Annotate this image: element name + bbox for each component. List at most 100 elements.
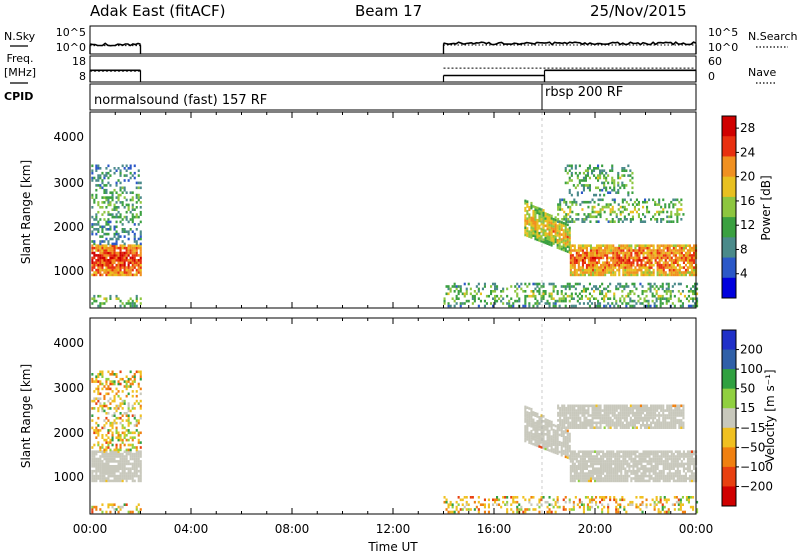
echo-cell: [666, 424, 669, 427]
echo-cell: [617, 414, 620, 417]
echo-cell: [536, 444, 539, 448]
echo-cell: [693, 457, 696, 461]
echo-cell: [577, 472, 580, 475]
echo-cell: [564, 448, 567, 451]
echo-cell: [573, 462, 576, 466]
echo-cell: [630, 244, 633, 247]
echo-cell: [117, 261, 120, 264]
echo-cell: [101, 375, 104, 378]
echo-cell: [644, 406, 647, 410]
echo-cell: [579, 246, 582, 250]
echo-cell: [620, 261, 623, 264]
echo-cell: [629, 174, 632, 177]
echo-cell: [565, 416, 568, 420]
echo-cell: [109, 201, 112, 204]
echo-cell: [591, 215, 594, 219]
echo-cell: [589, 477, 592, 480]
echo-cell: [139, 254, 142, 257]
echo-cell: [115, 448, 118, 452]
echo-cell: [119, 452, 122, 456]
echo-cell: [447, 302, 450, 305]
echo-cell: [131, 382, 134, 386]
echo-cell: [690, 472, 693, 475]
echo-cell: [648, 406, 651, 410]
echo-cell: [471, 294, 474, 298]
echo-cell: [119, 477, 122, 480]
echo-cell: [109, 469, 112, 473]
echo-cell: [654, 462, 657, 466]
echo-cell: [589, 259, 592, 262]
echo-cell: [538, 416, 541, 419]
echo-cell: [101, 254, 104, 257]
echo-cell: [571, 411, 574, 415]
echo-cell: [568, 176, 571, 180]
echo-cell: [111, 246, 114, 250]
echo-cell: [648, 210, 651, 214]
echo-cell: [614, 474, 617, 478]
echo-cell: [575, 254, 578, 257]
echo-cell: [677, 290, 680, 293]
echo-cell: [614, 477, 617, 480]
echo-cell: [119, 436, 122, 439]
echo-cell: [602, 268, 605, 272]
echo-cell: [629, 297, 632, 300]
echo-cell: [534, 210, 537, 214]
echo-cell: [672, 414, 675, 417]
echo-cell: [606, 460, 609, 463]
echo-cell: [591, 404, 594, 408]
echo-cell: [564, 167, 567, 170]
echo-cell: [111, 460, 114, 463]
echo-cell: [581, 457, 584, 461]
echo-cell: [566, 164, 569, 168]
echo-cell: [690, 254, 693, 257]
echo-cell: [627, 424, 630, 427]
echo-cell: [662, 421, 665, 425]
echo-cell: [99, 446, 102, 449]
echo-cell: [648, 266, 651, 269]
echo-cell: [678, 452, 681, 456]
echo-cell: [137, 510, 140, 514]
echo-cell: [597, 203, 600, 206]
echo-cell: [652, 460, 655, 463]
echo-cell: [678, 469, 681, 473]
echo-cell: [665, 299, 668, 303]
echo-cell: [666, 409, 669, 412]
echo-cell: [646, 474, 649, 478]
echo-cell: [564, 239, 567, 243]
echo-cell: [570, 304, 573, 308]
echo-cell: [676, 259, 679, 262]
echo-cell: [506, 287, 509, 291]
echo-cell: [526, 222, 529, 225]
echo-cell: [581, 409, 584, 412]
echo-cell: [587, 205, 590, 209]
echo-cell: [131, 472, 134, 475]
echo-cell: [680, 198, 683, 202]
echo-cell: [544, 239, 547, 242]
echo-cell: [139, 297, 142, 300]
echo-cell: [586, 496, 589, 499]
echo-cell: [599, 406, 602, 410]
echo-cell: [542, 221, 545, 224]
echo-cell: [107, 387, 110, 391]
echo-cell: [664, 203, 667, 206]
echo-cell: [111, 399, 114, 403]
echo-cell: [583, 244, 586, 247]
echo-cell: [538, 510, 541, 514]
echo-cell: [123, 186, 126, 190]
echo-cell: [626, 465, 629, 468]
echo-cell: [127, 424, 130, 427]
echo-cell: [534, 431, 537, 435]
echo-cell: [524, 199, 527, 203]
echo-cell: [603, 205, 606, 209]
echo-cell: [586, 174, 589, 177]
echo-cell: [540, 496, 543, 499]
echo-cell: [526, 200, 529, 203]
echo-cell: [542, 290, 545, 293]
echo-cell: [117, 263, 120, 267]
echo-cell: [115, 479, 118, 483]
echo-cell: [514, 500, 517, 504]
echo-cell: [583, 273, 586, 277]
echo-cell: [639, 424, 642, 427]
echo-cell: [678, 249, 681, 252]
echo-cell: [101, 443, 104, 447]
